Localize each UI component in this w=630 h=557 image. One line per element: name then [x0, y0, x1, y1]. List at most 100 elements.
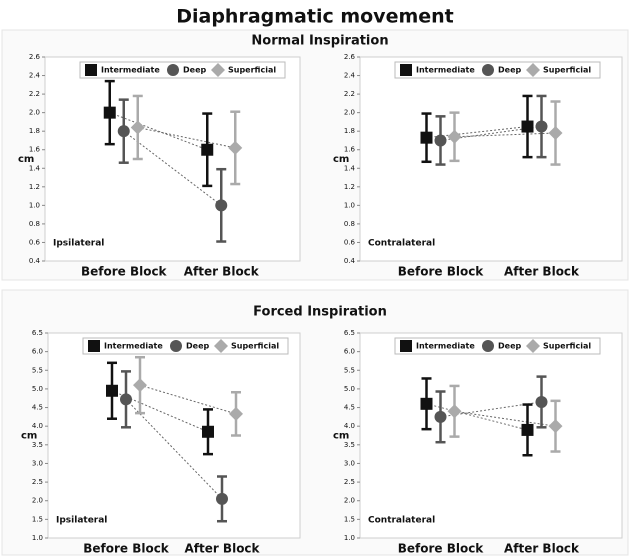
y-tick-label: 2.4 — [29, 72, 41, 80]
legend-label: Intermediate — [416, 342, 475, 351]
marker — [228, 140, 243, 155]
y-tick-label: 2.0 — [32, 497, 43, 505]
legend-label: Deep — [498, 342, 521, 351]
y-tick-label: 2.5 — [344, 478, 355, 486]
marker — [420, 397, 433, 410]
y-tick-label: 2.0 — [29, 109, 40, 117]
marker — [434, 134, 447, 147]
legend-label: Intermediate — [101, 66, 160, 75]
y-tick-label: 1.8 — [344, 127, 355, 135]
legend-box — [394, 337, 601, 355]
marker — [535, 395, 548, 408]
legend-marker — [482, 340, 494, 352]
y-tick-label: 1.0 — [29, 201, 40, 209]
y-tick-label: 4.5 — [32, 404, 43, 412]
marker — [521, 120, 534, 133]
marker — [447, 129, 462, 144]
y-tick-label: 1.0 — [32, 534, 43, 542]
legend-marker — [526, 339, 540, 353]
x-tick-label: Before Block — [398, 542, 485, 556]
y-tick-label: 2.6 — [344, 53, 356, 61]
y-tick-label: 1.5 — [344, 515, 355, 523]
legend-label: Deep — [183, 66, 206, 75]
legend-marker — [482, 64, 494, 76]
marker — [548, 419, 563, 434]
annotation: Ipsilateral — [53, 239, 104, 249]
y-tick-label: 4.0 — [344, 422, 355, 430]
connector-line — [125, 398, 223, 500]
legend-label: Superficial — [543, 66, 591, 75]
marker — [521, 423, 534, 436]
legend-box — [394, 61, 601, 79]
y-tick-label: 2.2 — [29, 90, 40, 98]
x-tick-label: After Block — [184, 265, 260, 279]
legend-box — [79, 61, 286, 79]
y-tick-label: 2.4 — [344, 72, 356, 80]
y-tick-label: 1.6 — [29, 146, 41, 154]
legend-marker — [400, 340, 412, 352]
y-axis-label: cm — [333, 431, 349, 442]
marker — [117, 125, 130, 138]
legend-marker — [526, 63, 540, 77]
marker — [215, 199, 228, 212]
y-tick-label: 0.8 — [29, 220, 40, 228]
y-tick-label: 0.6 — [344, 238, 356, 246]
section-title: Normal Inspiration — [251, 34, 388, 49]
y-tick-label: 6.0 — [344, 348, 355, 356]
legend-marker — [214, 339, 228, 353]
marker — [548, 126, 563, 141]
legend-marker — [170, 340, 182, 352]
y-tick-label: 5.0 — [344, 385, 355, 393]
marker — [434, 410, 447, 423]
legend-label: Intermediate — [104, 342, 163, 351]
y-tick-label: 1.0 — [344, 534, 355, 542]
y-tick-label: 5.5 — [344, 366, 355, 374]
legend-marker — [85, 64, 97, 76]
y-axis-label: cm — [21, 431, 37, 442]
marker — [229, 406, 243, 421]
marker — [133, 378, 147, 393]
x-tick-label: Before Block — [81, 265, 168, 279]
marker — [535, 120, 548, 133]
y-tick-label: 3.5 — [32, 441, 43, 449]
legend-marker — [167, 64, 179, 76]
y-tick-label: 1.8 — [29, 127, 40, 135]
y-tick-label: 1.6 — [344, 146, 356, 154]
y-tick-label: 6.5 — [32, 329, 43, 337]
x-tick-label: Before Block — [398, 265, 485, 279]
y-tick-label: 6.0 — [32, 348, 43, 356]
marker — [103, 106, 116, 119]
y-tick-label: 1.2 — [344, 183, 355, 191]
legend-box — [82, 337, 289, 355]
connector-line — [109, 112, 208, 151]
x-tick-label: Before Block — [83, 542, 170, 556]
x-tick-label: After Block — [504, 542, 580, 556]
y-tick-label: 4.5 — [344, 404, 355, 412]
y-tick-label: 5.5 — [32, 366, 43, 374]
connector-line — [454, 132, 556, 138]
connector-line — [426, 403, 528, 431]
annotation: Ipsilateral — [56, 516, 107, 526]
y-tick-label: 2.0 — [344, 109, 355, 117]
legend-marker — [88, 340, 100, 352]
y-tick-label: 0.8 — [344, 220, 355, 228]
marker — [106, 384, 118, 397]
y-tick-label: 1.4 — [344, 164, 356, 172]
y-tick-label: 1.4 — [29, 164, 41, 172]
y-tick-label: 0.4 — [29, 257, 41, 265]
marker — [447, 404, 462, 419]
section-title: Forced Inspiration — [253, 305, 387, 320]
y-tick-label: 2.0 — [344, 497, 355, 505]
y-tick-label: 5.0 — [32, 385, 43, 393]
legend-label: Deep — [498, 66, 521, 75]
plot-area — [47, 332, 301, 539]
legend-label: Superficial — [231, 342, 279, 351]
x-tick-label: After Block — [184, 542, 260, 556]
y-tick-label: 2.5 — [32, 478, 43, 486]
y-tick-label: 6.5 — [344, 329, 355, 337]
marker — [130, 120, 145, 135]
annotation: Contralateral — [368, 516, 435, 526]
connector-line — [123, 130, 222, 206]
y-tick-label: 0.6 — [29, 238, 41, 246]
